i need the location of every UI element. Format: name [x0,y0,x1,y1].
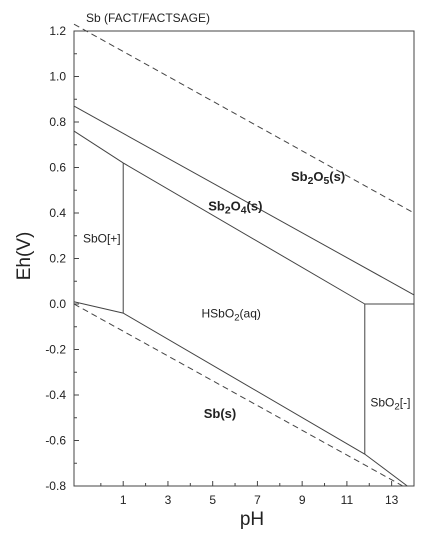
boundary-sb2o5-sb2o4 [73,105,415,296]
water-line-h2-water [73,303,404,487]
region-label-part: (s) [329,169,345,184]
region-label-part: 2 [308,176,314,187]
region-label-part: SbO[+] [83,232,121,246]
region-label-part: Sb [291,169,308,184]
region-label: SbO2[-] [370,395,410,412]
x-tick-label: 5 [209,493,216,507]
region-label-part: Sb(s) [204,406,237,421]
region-label-part: 2 [225,206,231,217]
region-label-part: 2 [394,401,399,412]
y-tick-label: 0.6 [49,161,66,175]
region-label-part: 4 [241,206,247,217]
x-tick-label: 1 [120,493,127,507]
region-label-part: Sb [208,199,225,214]
x-tick-label: 3 [165,493,172,507]
y-tick-label: 1.2 [49,24,66,38]
plot-area: -0.8-0.6-0.4-0.20.00.20.40.60.81.01.21 3 5… [45,23,415,507]
region-label: SbO[+] [83,232,121,246]
region-label-part: (s) [247,199,263,214]
boundary-sbo-sb2o4 [73,130,124,164]
boundary-sb-aqueous [73,301,408,487]
x-axis-title: pH [240,509,264,530]
region-label-part: [-] [400,395,411,409]
x-tick-label: 9 [299,493,306,507]
region-label: Sb2O5(s) [291,169,345,187]
region-label: HSbO2(aq) [202,307,261,324]
y-tick-label: -0.4 [45,388,66,402]
y-tick-label: 0.0 [49,297,66,311]
y-tick-label: 1.0 [49,70,66,84]
x-tick-label: 11 [341,493,354,507]
x-tick-label: 7 [254,493,261,507]
chart-title: Sb (FACT/FACTSAGE) [86,11,210,25]
y-tick-label: -0.2 [45,343,66,357]
region-label-part: 5 [324,176,330,187]
region-label: Sb2O4(s) [208,199,262,217]
plot-frame [73,30,415,487]
region-label-part: O [313,169,323,184]
water-line-o2-water [73,23,415,214]
region-label-part: (aq) [240,307,261,321]
region-label: Sb(s) [204,406,237,421]
y-tick-label: 0.2 [49,252,66,266]
y-tick-label: 0.8 [49,115,66,129]
region-label-part: O [231,199,241,214]
y-tick-label: -0.8 [45,479,66,493]
region-label-part: 2 [234,313,239,324]
y-tick-label: 0.4 [49,206,66,220]
region-label-part: HSbO [202,307,235,321]
y-tick-label: -0.6 [45,434,66,448]
region-label-part: SbO [370,395,394,409]
boundary-sb2o4-hsbo2 [122,162,366,305]
x-tick-label: 13 [385,493,399,507]
y-axis-title: Eh(V) [14,232,35,281]
